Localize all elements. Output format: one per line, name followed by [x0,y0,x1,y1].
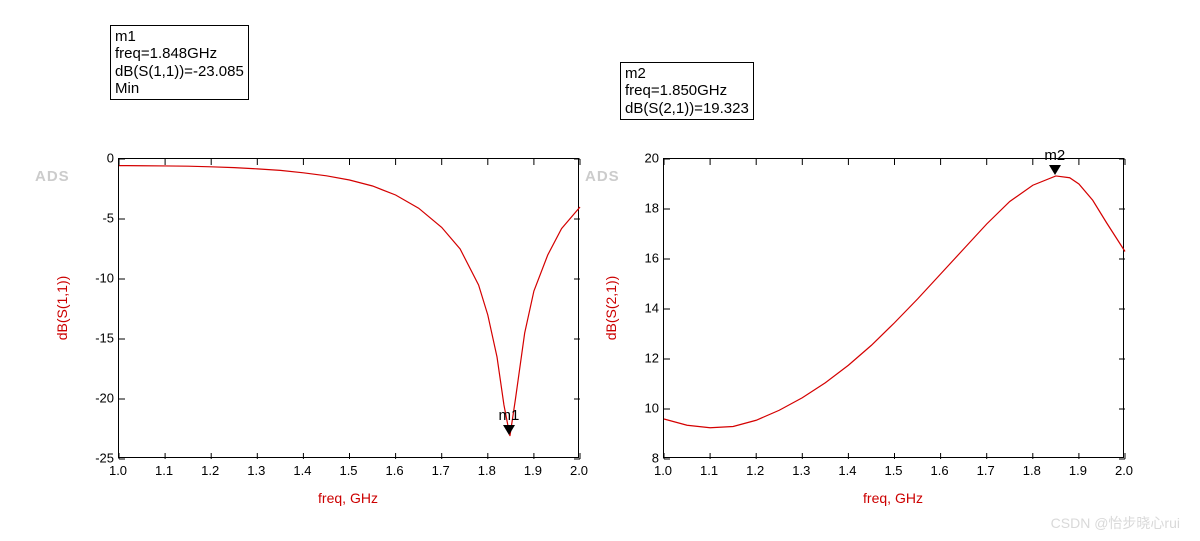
watermark: CSDN @怡步晓心rui [1051,513,1180,533]
y-tick-label: -10 [90,271,114,286]
x-tick-label: 1.6 [931,463,949,478]
x-tick-label: 1.1 [700,463,718,478]
x-tick-label: 2.0 [570,463,588,478]
x-tick-label: 1.5 [884,463,902,478]
x-tick-label: 1.9 [1069,463,1087,478]
marker-box-m2: m2 freq=1.850GHz dB(S(2,1))=19.323 [620,62,754,120]
y-tick-label: 20 [635,151,659,166]
y-tick-label: 8 [635,451,659,466]
marker-label: m1 [499,407,520,424]
x-tick-label: 1.6 [386,463,404,478]
y-tick-label: 16 [635,251,659,266]
x-tick-label: 1.4 [293,463,311,478]
y-tick-label: -20 [90,391,114,406]
y-tick-label: 0 [90,151,114,166]
x-tick-label: 1.3 [792,463,810,478]
xlabel-s21: freq, GHz [863,490,923,506]
y-tick-label: 10 [635,401,659,416]
y-tick-label: 12 [635,351,659,366]
marker-triangle-icon [1049,165,1061,175]
x-tick-label: 1.1 [155,463,173,478]
x-tick-label: 1.5 [339,463,357,478]
x-tick-label: 1.3 [247,463,265,478]
plot-s21 [663,158,1124,458]
x-tick-label: 1.2 [201,463,219,478]
ylabel-s21: dB(S(2,1)) [603,276,619,341]
ylabel-s11: dB(S(1,1)) [54,276,70,341]
x-tick-label: 1.8 [478,463,496,478]
y-tick-label: 14 [635,301,659,316]
ads-brand-2: ADS [585,168,620,185]
curve-s21 [664,159,1123,457]
y-tick-label: 18 [635,201,659,216]
marker-triangle-icon [503,425,515,435]
x-tick-label: 1.4 [838,463,856,478]
x-tick-label: 1.7 [977,463,995,478]
y-tick-label: -5 [90,211,114,226]
x-tick-label: 1.7 [432,463,450,478]
ads-brand-1: ADS [35,168,70,185]
x-tick-label: 1.9 [524,463,542,478]
marker-box-m1: m1 freq=1.848GHz dB(S(1,1))=-23.085 Min [110,25,249,100]
x-tick-label: 2.0 [1115,463,1133,478]
marker-label: m2 [1044,147,1065,164]
y-tick-label: -25 [90,451,114,466]
y-tick-label: -15 [90,331,114,346]
x-tick-label: 1.2 [746,463,764,478]
xlabel-s11: freq, GHz [318,490,378,506]
x-tick-label: 1.8 [1023,463,1041,478]
